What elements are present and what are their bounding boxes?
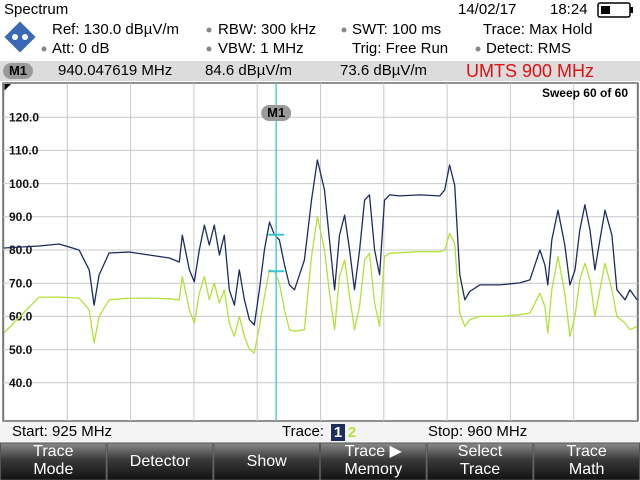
marker-level-1: 84.6 dBµV/m [205,62,292,79]
bullet [41,46,47,52]
y-tick-label: 110.0 [9,144,39,158]
trace [3,216,638,354]
y-tick-label: 40.0 [9,376,33,390]
marker-badge [3,63,33,79]
rbw: RBW: 300 kHz [218,21,316,38]
app-title: Spectrum [4,1,68,18]
date: 14/02/17 [458,1,516,18]
y-tick-label: 50.0 [9,343,33,357]
marker-flag [261,105,292,121]
marker-frequency: 940.047619 MHz [58,62,172,79]
softkey-label[interactable]: Trace [33,443,73,460]
vbw: VBW: 1 MHz [218,40,304,57]
trace-1: 1 [334,424,342,441]
battery-icon [597,2,633,18]
y-tick-label: 100.0 [9,177,39,191]
ref-level: Ref: 130.0 dBµV/m [52,21,179,38]
detector: Detect: RMS [486,40,571,57]
stop-frequency: Stop: 960 MHz [428,423,527,440]
softkey-bg[interactable] [106,442,214,480]
trace-2: 2 [348,424,356,441]
softkey-label[interactable]: Math [569,461,605,478]
trace-mode: Trace: Max Hold [483,21,592,38]
marker-bar [0,61,640,81]
time: 18:24 [550,1,588,18]
softkey-label[interactable]: Memory [344,461,402,478]
bullet [206,27,212,33]
bullet [475,46,481,52]
marker-flag-label: M1 [267,105,285,120]
softkey-label[interactable]: Show [247,453,287,470]
standard-label: UMTS 900 MHz [466,61,594,81]
marker-name: M1 [9,63,27,78]
softkey-bg[interactable] [0,442,107,480]
softkey-bg[interactable] [320,442,427,480]
softkey[interactable]: Show [213,442,320,480]
softkey-label[interactable]: Trace [460,461,500,478]
attenuation: Att: 0 dB [52,40,110,57]
softkey-bg[interactable] [213,442,320,480]
swt: SWT: 100 ms [352,21,441,38]
ref-indicator [4,84,11,91]
trace [3,159,638,326]
marker-level-2: 73.6 dBµV/m [340,62,427,79]
softkey-bg[interactable] [533,442,640,480]
y-tick-label: 80.0 [9,243,33,257]
softkey-label[interactable]: Mode [33,461,73,478]
softkey-label[interactable]: Select [458,443,503,460]
y-tick-label: 70.0 [9,276,33,290]
trace-label: Trace: [282,423,324,440]
header-bg [0,0,640,62]
softkey-label[interactable]: Trace [567,443,607,460]
softkey-label[interactable]: Trace ▶ [345,443,403,460]
footer-bar [0,422,640,443]
trace-1-box [331,424,345,441]
softkey[interactable]: Trace ▶Memory [320,442,427,480]
bullet [206,46,212,52]
y-tick-label: 90.0 [9,210,33,224]
sweep-count: Sweep 60 of 60 [542,86,628,100]
softkey-label[interactable]: Detector [130,453,191,470]
y-tick-label: 120.0 [9,110,39,124]
trigger: Trig: Free Run [352,40,448,57]
softkey-bg[interactable] [426,442,534,480]
bullet [341,27,347,33]
softkey[interactable]: Detector [106,442,214,480]
start-frequency: Start: 925 MHz [12,423,112,440]
